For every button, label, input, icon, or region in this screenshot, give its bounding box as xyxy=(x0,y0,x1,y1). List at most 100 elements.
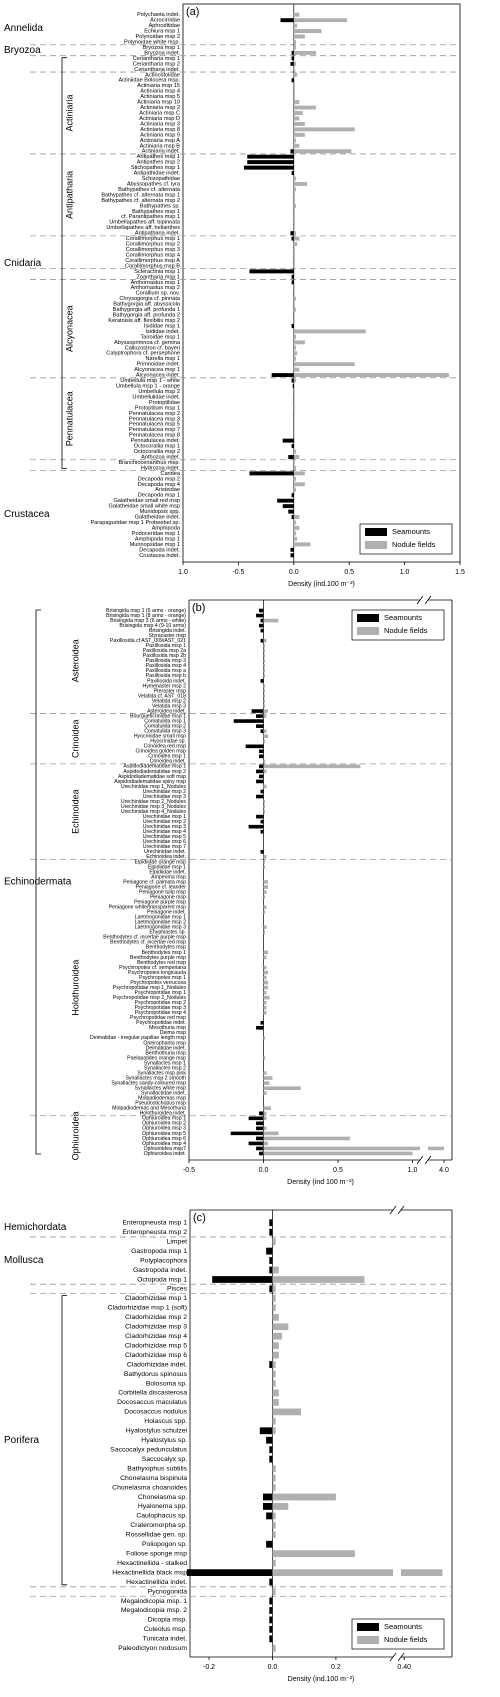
category-label: Bathygorgia aff. abyssicola xyxy=(113,302,181,308)
bar xyxy=(290,149,294,154)
category-label: Velatida cf. AST_018 xyxy=(138,693,186,699)
bar xyxy=(263,714,267,718)
category-label: Ceriantharia msp 2 xyxy=(133,61,180,67)
bar xyxy=(291,274,294,279)
group-label: Mollusca xyxy=(4,1255,44,1266)
bar xyxy=(272,1323,289,1331)
category-label: Comatulida msp 1 xyxy=(144,718,186,724)
category-label: Psychropotes msp 1 xyxy=(139,975,186,981)
bar xyxy=(272,1465,276,1473)
bar xyxy=(293,121,305,126)
bar xyxy=(293,253,295,257)
bar xyxy=(272,1531,276,1539)
bar xyxy=(272,1521,276,1529)
x-axis-label: Density (ind.100 m⁻²) xyxy=(288,581,355,588)
bar xyxy=(293,362,355,367)
category-label: Cladorhizidae msp 5 xyxy=(125,1342,187,1349)
category-label: Cladorhizidae msp 4 xyxy=(125,1333,187,1340)
category-label: Crustacea indet. xyxy=(139,553,180,559)
bar xyxy=(272,1332,282,1340)
bar xyxy=(263,1036,266,1040)
category-label: Actiniidae Bolocera msp. xyxy=(118,78,180,84)
bar xyxy=(272,1361,276,1368)
bar xyxy=(186,1569,273,1577)
bar xyxy=(272,1304,276,1312)
category-label: Synallactidae indet. xyxy=(141,1091,186,1097)
bar xyxy=(263,970,268,975)
category-label: Paleodictyon nodosum xyxy=(118,1645,187,1652)
bar xyxy=(293,242,298,247)
category-label: Psychropotidae indet. xyxy=(136,1020,186,1026)
category-label: Benthodytes purple msp xyxy=(130,955,186,961)
bar xyxy=(272,1644,276,1652)
category-label: Urechinidae msp 2_Nodules xyxy=(121,799,187,805)
axis-break xyxy=(397,1652,405,1662)
category-label: Rossellidae gen. sp. xyxy=(126,1532,187,1539)
category-label: Urechinidae msp 6 xyxy=(143,839,186,845)
category-label: Brisingida msp 4 (9-10 arms) xyxy=(119,623,186,629)
category-label: Peniagone tulip msp xyxy=(139,889,186,895)
bar xyxy=(262,1493,273,1501)
x-tick-label: 0.0 xyxy=(289,569,299,576)
group-label: Hemichordata xyxy=(4,1222,67,1233)
category-label: Psychropotes cf. semperiana xyxy=(119,965,186,971)
bar xyxy=(272,1474,276,1482)
category-label: Chonelasma choanoides xyxy=(112,1484,187,1491)
category-label: Urechinidae msp 2 xyxy=(143,819,186,825)
category-label: Ophiuroidea msp 2 xyxy=(142,1121,186,1127)
panel-label: (b) xyxy=(192,602,205,614)
bar xyxy=(263,784,267,789)
legend-swatch xyxy=(357,614,379,622)
category-label: Antipathes msp 2 xyxy=(137,160,180,166)
bar xyxy=(293,214,295,219)
bar xyxy=(272,1427,276,1435)
bar xyxy=(263,950,268,955)
bar xyxy=(293,89,295,94)
bar xyxy=(272,1380,276,1387)
bar xyxy=(263,1056,266,1060)
bar xyxy=(288,455,294,459)
bar xyxy=(269,1625,273,1633)
category-label: Peniagone indet. xyxy=(147,910,186,916)
category-label: Poliopogon sp. xyxy=(142,1541,187,1548)
legend-label: Nodule fields xyxy=(392,540,436,549)
category-label: Actiniaria msp B xyxy=(140,143,181,149)
bar xyxy=(259,1151,264,1156)
bar xyxy=(256,1025,264,1030)
category-label: Alcyonacea msp 1 xyxy=(134,367,180,373)
bar xyxy=(263,880,268,884)
bar xyxy=(293,149,352,154)
category-label: Abyssopathes cf. lyra xyxy=(127,181,181,187)
category-label: Ophiuroidea msp 5 xyxy=(142,1131,186,1137)
category-label: Peniagone cf. palmata msp xyxy=(123,879,186,885)
bar xyxy=(263,990,267,995)
bar xyxy=(272,1285,276,1293)
category-label: Anthozoa indet. xyxy=(141,454,180,460)
category-label: Aphroditidae xyxy=(149,23,180,29)
category-label: Octocorallia msp 1 xyxy=(134,444,180,450)
group-label: Bryozoa xyxy=(4,45,41,56)
bar xyxy=(293,345,297,350)
bar xyxy=(259,764,264,769)
category-label: Umbellapathes aff. bipinnata xyxy=(109,220,181,226)
bar xyxy=(260,850,264,854)
bar xyxy=(269,1228,273,1236)
bar xyxy=(263,985,268,990)
category-label: Tunicata indet. xyxy=(143,1636,187,1643)
bar xyxy=(291,493,294,498)
bar xyxy=(256,814,264,819)
category-label: Brisingida msp 1 (8 arms - orange) xyxy=(106,613,186,619)
category-label: Velatida msp 2 xyxy=(152,698,186,704)
x-tick-label: 0.40 xyxy=(397,1664,411,1671)
bar xyxy=(249,471,294,476)
bar xyxy=(263,684,266,688)
category-label: Umbellula msp 2 xyxy=(138,389,180,395)
panel-label: (a) xyxy=(186,6,199,18)
category-label: Octocorallia msp 2 xyxy=(134,449,180,455)
category-label: Paxillosida msp 3 xyxy=(146,658,186,664)
bar xyxy=(269,1257,273,1264)
bar xyxy=(233,719,264,723)
category-label: Peniagone purple msp xyxy=(134,899,186,905)
category-label: Anthomastus msp 2 xyxy=(131,285,180,291)
